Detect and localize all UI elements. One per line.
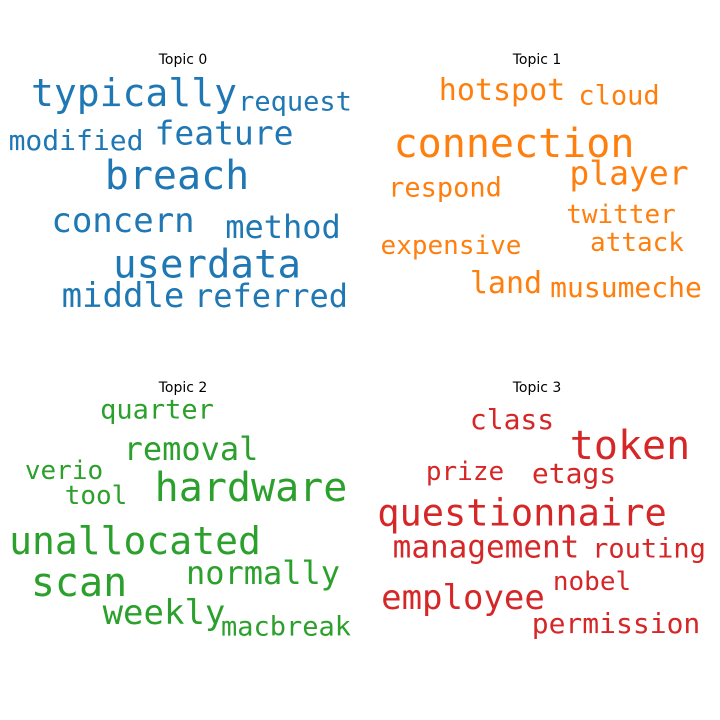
topic-2-word: removal bbox=[123, 430, 259, 468]
topic-0-word: modified bbox=[8, 124, 144, 157]
topic-0-word: method bbox=[225, 208, 341, 246]
topic-3-word: employee bbox=[381, 578, 545, 618]
topic-2-word: normally bbox=[185, 554, 341, 592]
topic-2-word: tool bbox=[64, 481, 128, 511]
topic-0-word: feature bbox=[154, 113, 294, 153]
topic-1-word: player bbox=[569, 153, 689, 193]
topic-2-word: unallocated bbox=[9, 519, 261, 563]
topic-1-word: respond bbox=[388, 172, 502, 204]
topic-1-word: musumeche bbox=[550, 271, 702, 304]
topic-3-word: etags bbox=[531, 457, 617, 490]
topic-0-word: referred bbox=[193, 277, 349, 315]
topic-3-word: management bbox=[392, 529, 580, 566]
topic-1-word: land bbox=[469, 266, 543, 301]
topic-1-word: connection bbox=[393, 121, 635, 167]
topic-0-word: middle bbox=[61, 276, 185, 316]
topic-3-word: token bbox=[569, 423, 691, 469]
topic-3-title: Topic 3 bbox=[512, 380, 562, 396]
topic-2-word: scan bbox=[30, 560, 128, 606]
topic-1-word: cloud bbox=[578, 80, 660, 112]
topic-3-word: questionnaire bbox=[377, 491, 667, 535]
topic-0-word: request bbox=[238, 86, 352, 118]
topic-2-title: Topic 2 bbox=[158, 380, 208, 396]
topic-3-word: nobel bbox=[552, 567, 632, 597]
topic-1-word: expensive bbox=[380, 231, 522, 261]
topic-2-word: macbreak bbox=[220, 611, 352, 643]
topic-2-word: weekly bbox=[102, 593, 226, 633]
topic-0-word: concern bbox=[51, 201, 195, 241]
topic-3-word: routing bbox=[592, 533, 706, 565]
topic-3-word: class bbox=[469, 403, 555, 436]
topic-3-word: prize bbox=[425, 457, 505, 487]
topic-1-word: twitter bbox=[566, 200, 676, 230]
topic-2-word: verio bbox=[24, 456, 104, 486]
topic-0-title: Topic 0 bbox=[158, 52, 208, 68]
topic-1-word: attack bbox=[590, 228, 684, 258]
topic-1-title: Topic 1 bbox=[512, 52, 562, 68]
topic-1-word: hotspot bbox=[438, 73, 566, 108]
topic-2-word: hardware bbox=[154, 465, 348, 511]
topic-2-word: quarter bbox=[100, 394, 214, 426]
topic-0-word: typically bbox=[31, 71, 237, 115]
topic-0-word: userdata bbox=[113, 242, 301, 288]
topic-3-word: permission bbox=[531, 607, 701, 640]
topic-0-word: breach bbox=[104, 153, 250, 199]
